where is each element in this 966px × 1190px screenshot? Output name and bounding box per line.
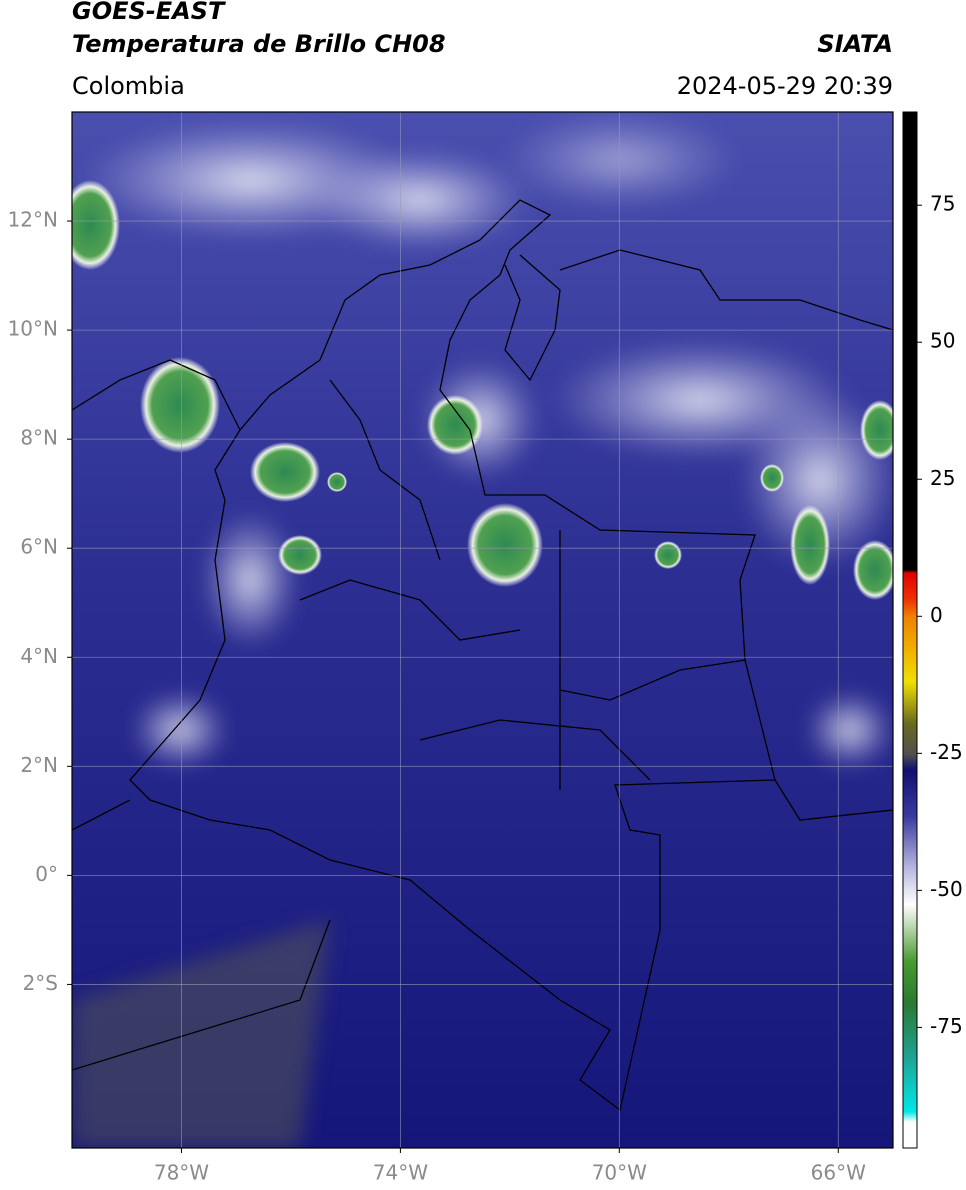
grid [72, 112, 893, 1148]
x-tick-label: 70°W [592, 1161, 647, 1185]
x-tick-label: 66°W [811, 1161, 866, 1185]
region: Colombia [72, 72, 185, 100]
y-tick-label: 2°N [20, 753, 58, 777]
title-line1: GOES-EAST [72, 0, 226, 25]
colorbar-tick-label: 75 [930, 192, 955, 216]
colorbar-tick-label: -75 [930, 1014, 963, 1038]
x-tick-label: 78°W [154, 1161, 209, 1185]
source: SIATA [817, 30, 893, 58]
colorbar-tick-label: -50 [930, 877, 963, 901]
y-tick-label: 6°N [20, 535, 58, 559]
map-frame [71, 111, 894, 1149]
title-line2: Temperatura de Brillo CH08 [72, 30, 446, 58]
x-tick-label: 74°W [373, 1161, 428, 1185]
y-tick-label: 8°N [20, 426, 58, 450]
y-tick-label: 0° [35, 862, 58, 886]
colorbar-tick-label: -25 [930, 740, 963, 764]
borders [72, 199, 893, 1112]
y-tick-label: 2°S [23, 971, 58, 995]
colorbar-tick-label: 25 [930, 466, 955, 490]
timestamp: 2024-05-29 20:39 [677, 72, 893, 100]
y-tick-label: 4°N [20, 644, 58, 668]
colorbar [902, 111, 918, 1149]
satellite-image [72, 112, 893, 1148]
y-tick-label: 10°N [8, 317, 58, 341]
colorbar-tick-label: 50 [930, 329, 955, 353]
y-tick-label: 12°N [8, 208, 58, 232]
colorbar-tick-label: 0 [930, 603, 943, 627]
